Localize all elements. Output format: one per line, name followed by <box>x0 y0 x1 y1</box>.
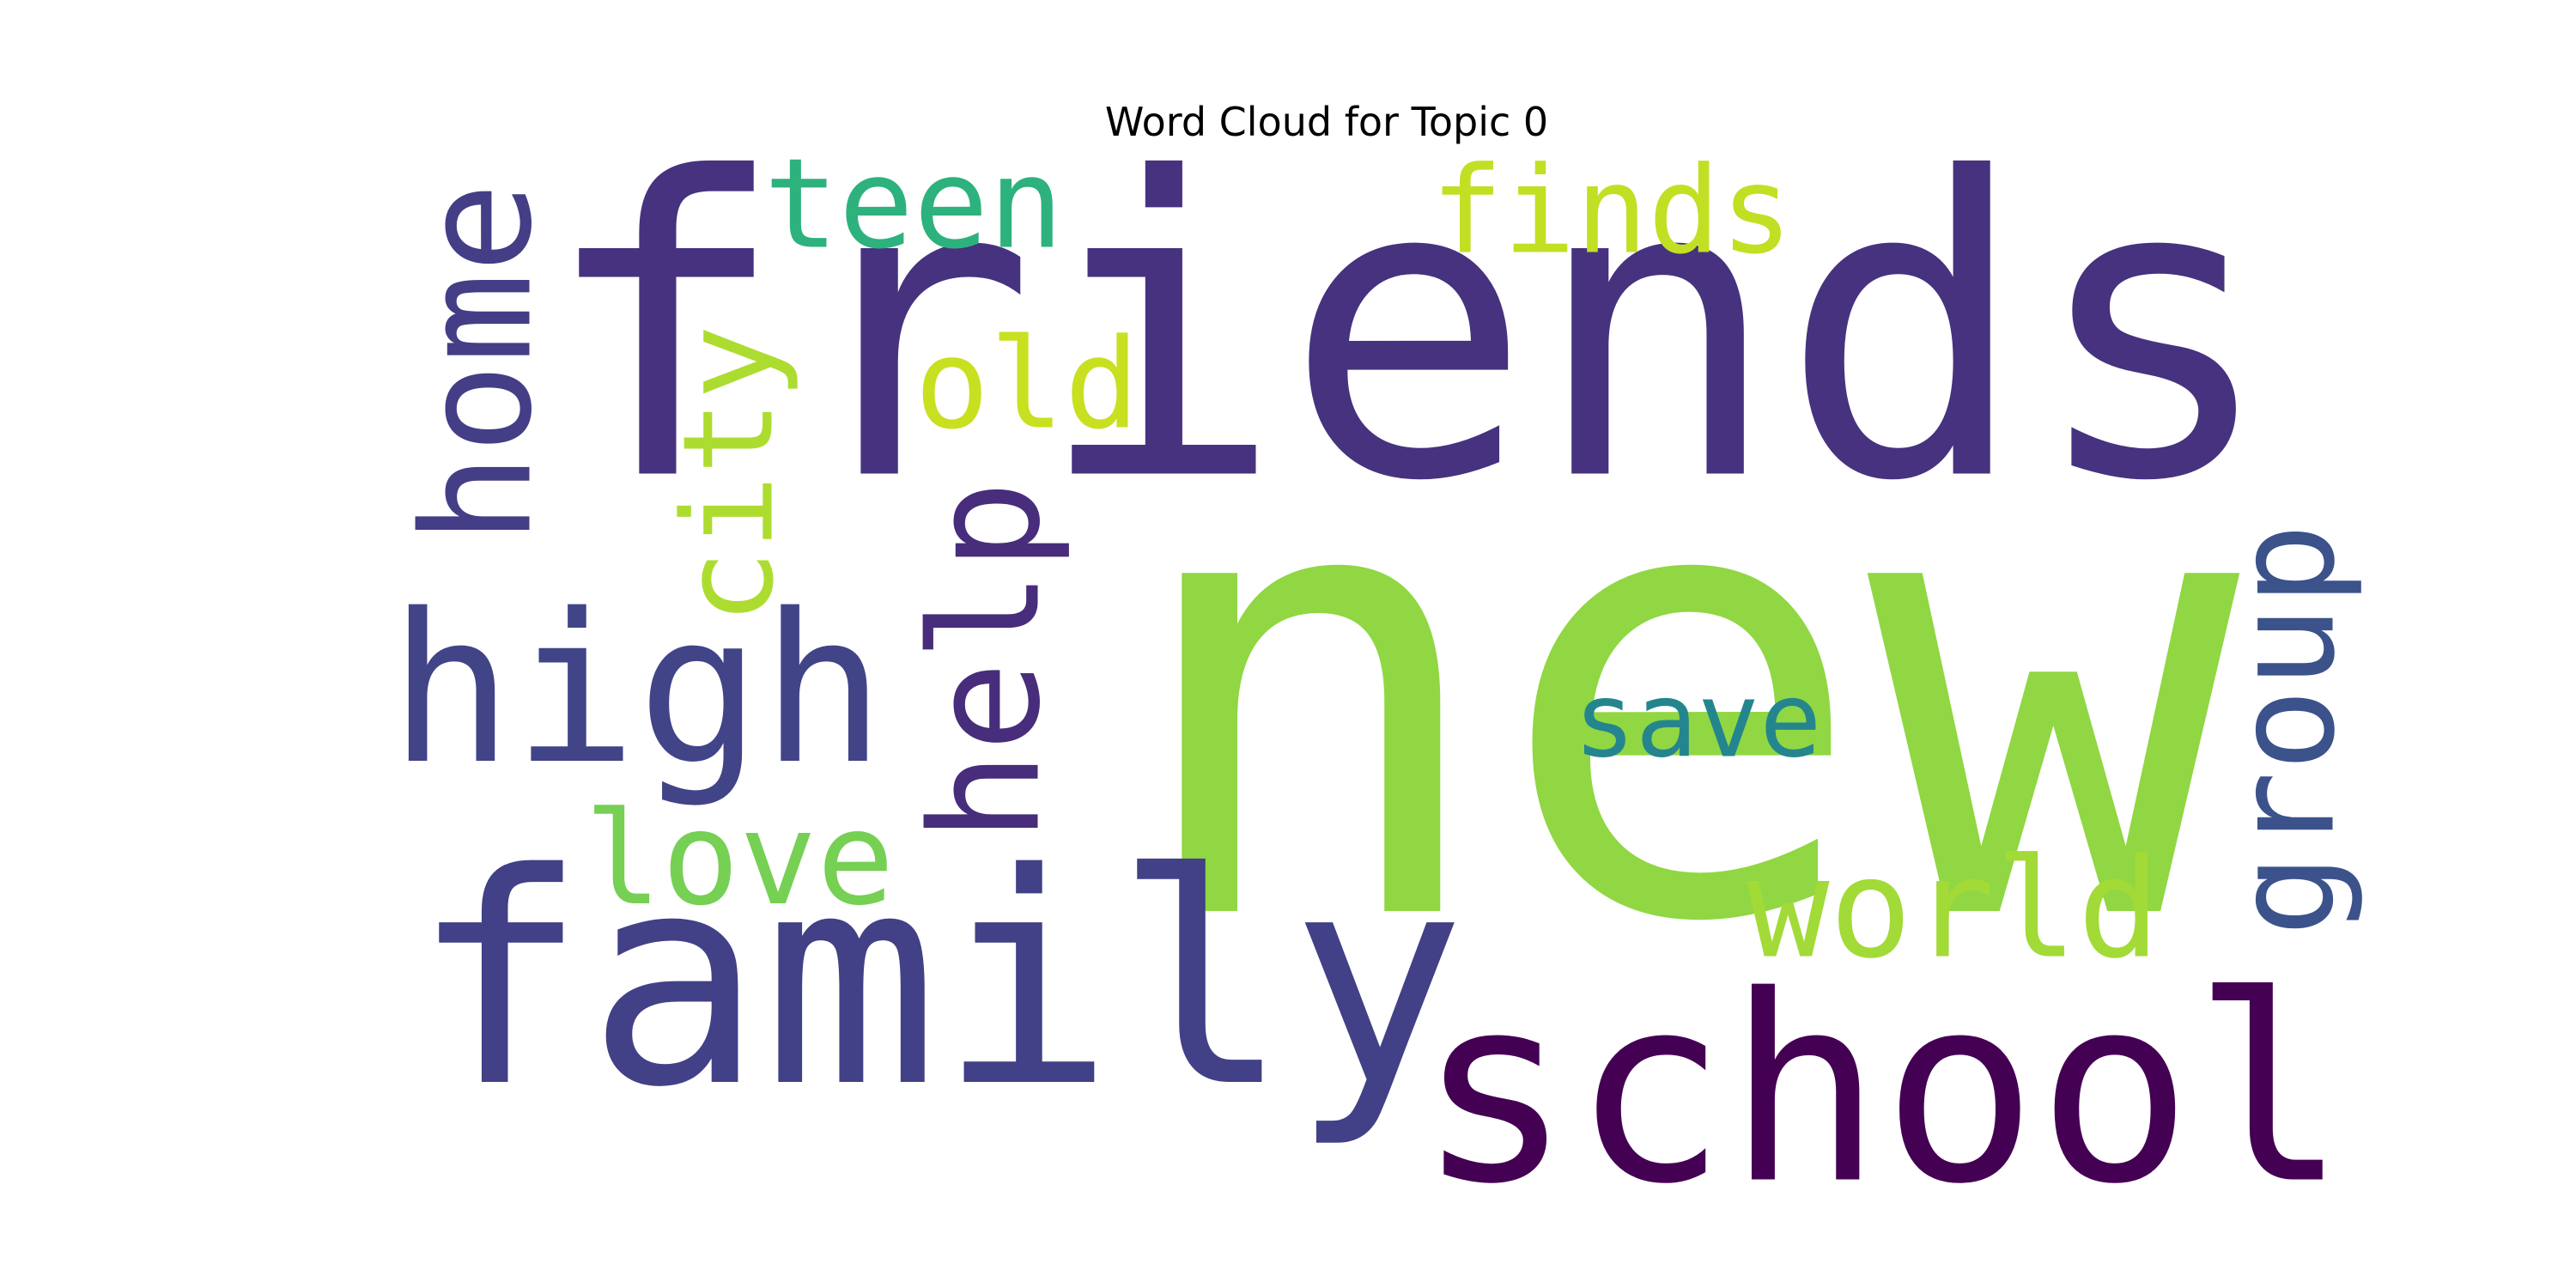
word-teen: teen <box>763 132 1063 277</box>
word-family: family <box>411 811 1466 1151</box>
word-friends: friends <box>540 92 2277 572</box>
word-city: city <box>657 325 802 624</box>
word-old: old <box>914 313 1139 458</box>
word-group: group <box>2205 523 2366 937</box>
word-world: world <box>1747 829 2160 989</box>
word-home: home <box>392 182 566 544</box>
chart-title: Word Cloud for Topic 0 <box>1104 99 1549 145</box>
word-love: love <box>584 785 894 934</box>
word-help: help <box>900 480 1074 841</box>
word-school: school <box>1417 941 2348 1241</box>
word-new: new <box>1123 337 2245 1057</box>
word-high: high <box>389 569 885 810</box>
word-finds: finds <box>1431 142 1792 282</box>
word-save: save <box>1574 662 1822 781</box>
